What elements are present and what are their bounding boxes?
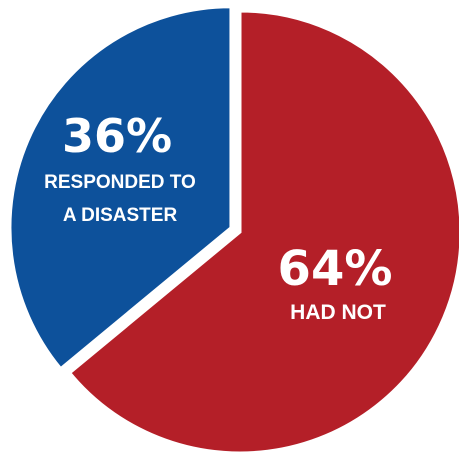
slice-value-label-had-not: 64% (278, 241, 393, 297)
pie-labels: 64% HAD NOT 36% RESPONDED TO A DISASTER (44, 109, 392, 324)
pie-slices (8, 5, 459, 455)
pie-slice-responded-to-a-disaster (8, 5, 233, 371)
pie-slice-had-not (67, 9, 459, 455)
slice-category-label-responded-line1: RESPONDED TO (44, 172, 196, 193)
slice-category-label-had-not: HAD NOT (290, 301, 386, 324)
slice-category-label-responded-line2: A DISASTER (63, 205, 178, 226)
slice-value-label-responded: 36% (62, 109, 172, 163)
